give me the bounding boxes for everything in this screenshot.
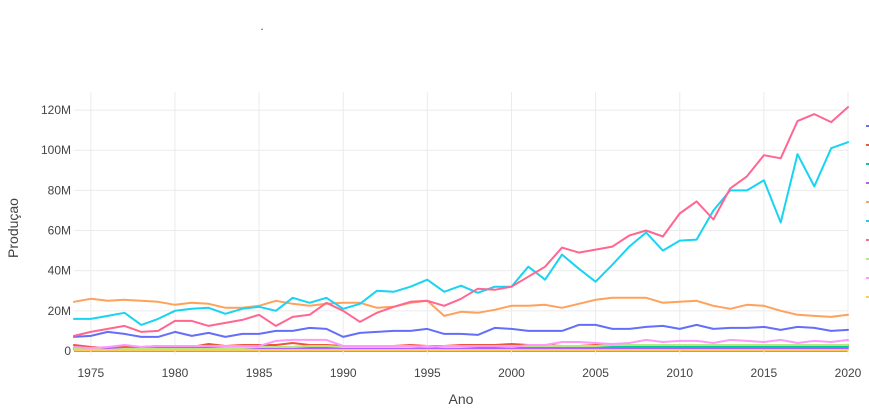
- series-line-7: [73, 106, 849, 337]
- x-tick-label: 2000: [498, 366, 525, 380]
- y-tick-label: 40M: [48, 264, 71, 278]
- chart-title: .: [260, 19, 263, 33]
- y-tick-label: 20M: [48, 304, 71, 318]
- x-axis-title: Ano: [449, 391, 474, 407]
- series-line-6: [73, 141, 849, 326]
- x-tick-label: 1995: [414, 366, 441, 380]
- x-axis-ticks: 1975 1980 1985 1990 1995 2000 2005 2010 2015 2020: [77, 366, 861, 380]
- y-tick-label: 0: [64, 344, 71, 358]
- y-axis-ticks: 0 20M 40M 60M 80M 100M 120M: [41, 103, 71, 358]
- x-tick-label: 1980: [162, 366, 189, 380]
- series-line-1: [73, 323, 849, 338]
- x-tick-label: 1990: [330, 366, 357, 380]
- y-axis-title: Produçao: [5, 198, 21, 258]
- series-layer: [73, 106, 849, 351]
- y-tick-label: 80M: [48, 183, 71, 197]
- x-tick-label: 1975: [77, 366, 104, 380]
- series-line-9: [73, 338, 849, 349]
- y-tick-label: 60M: [48, 224, 71, 238]
- x-tick-label: 1985: [246, 366, 273, 380]
- grid: [74, 92, 849, 355]
- x-tick-label: 2015: [751, 366, 778, 380]
- y-tick-label: 100M: [41, 143, 71, 157]
- x-tick-label: 2020: [835, 366, 862, 380]
- x-tick-label: 2010: [666, 366, 693, 380]
- x-tick-label: 2005: [582, 366, 609, 380]
- series-line-5: [73, 296, 849, 318]
- y-tick-label: 120M: [41, 103, 71, 117]
